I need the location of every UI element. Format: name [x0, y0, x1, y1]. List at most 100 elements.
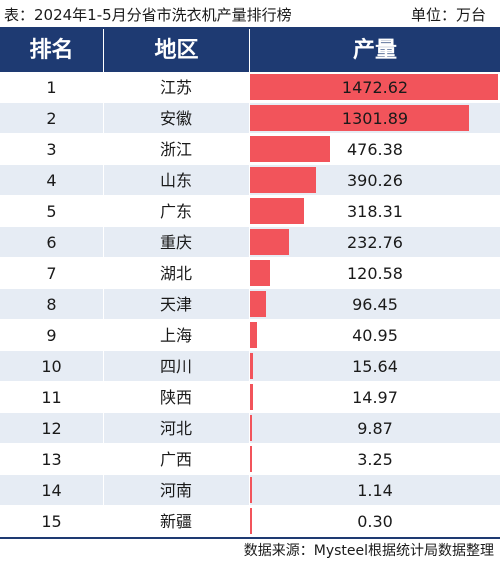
column-divider: [249, 382, 250, 413]
output-bar: [250, 291, 267, 317]
table-row: 14 河南 1.14: [0, 475, 500, 506]
output-bar: [250, 167, 316, 193]
header-divider: [103, 29, 104, 72]
rank-cell: 14: [41, 481, 62, 500]
output-value: 318.31: [347, 202, 403, 221]
output-bar: [250, 260, 271, 286]
column-divider: [103, 165, 104, 196]
table-row: 10 四川 15.64: [0, 351, 500, 382]
header-region: 地区: [154, 38, 199, 63]
table-row: 5 广东 318.31: [0, 196, 500, 227]
output-bar: [250, 198, 304, 224]
unit-label: 单位：万台: [410, 6, 486, 24]
region-cell: 四川: [159, 357, 192, 376]
column-divider: [103, 413, 104, 444]
rank-cell: 8: [46, 295, 57, 314]
output-value: 1472.62: [341, 78, 409, 97]
rank-cell: 7: [46, 264, 57, 283]
header-output: 产量: [352, 38, 397, 63]
column-divider: [249, 134, 250, 165]
region-cell: 安徽: [159, 109, 192, 128]
column-divider: [249, 258, 250, 289]
table-row: 6 重庆 232.76: [0, 227, 500, 258]
column-divider: [103, 196, 104, 227]
table-row: 3 浙江 476.38: [0, 134, 500, 165]
column-divider: [249, 227, 250, 258]
output-value: 40.95: [352, 326, 398, 345]
table-row: 9 上海 40.95: [0, 320, 500, 351]
rank-cell: 1: [46, 78, 57, 97]
table-row: 8 天津 96.45: [0, 289, 500, 320]
region-cell: 山东: [159, 171, 192, 190]
region-cell: 陕西: [159, 388, 192, 407]
bottom-rule: [0, 537, 500, 539]
rank-cell: 10: [41, 357, 62, 376]
table-row: 15 新疆 0.30: [0, 506, 500, 537]
output-value: 232.76: [347, 233, 403, 252]
region-cell: 浙江: [159, 140, 192, 159]
column-divider: [249, 196, 250, 227]
column-divider: [103, 506, 104, 537]
column-divider: [103, 289, 104, 320]
rank-cell: 6: [46, 233, 57, 252]
output-bar: [250, 136, 331, 162]
column-divider: [103, 382, 104, 413]
rank-cell: 15: [41, 512, 62, 531]
output-bar: [250, 477, 252, 503]
rank-cell: 9: [46, 326, 57, 345]
table-title: 表：2024年1-5月分省市洗衣机产量排行榜: [4, 6, 292, 24]
output-value: 1301.89: [341, 109, 409, 128]
output-value: 1.14: [357, 481, 393, 500]
column-divider: [249, 289, 250, 320]
rank-cell: 11: [41, 388, 62, 407]
top-rule: [0, 27, 500, 29]
column-divider: [249, 103, 250, 134]
caption-bar: 表：2024年1-5月分省市洗衣机产量排行榜 单位：万台: [0, 0, 500, 28]
table-row: 1 江苏 1472.62: [0, 72, 500, 103]
column-divider: [103, 475, 104, 506]
rank-cell: 3: [46, 140, 57, 159]
output-bar: [250, 105, 470, 131]
region-cell: 天津: [159, 295, 192, 314]
output-value: 120.58: [347, 264, 403, 283]
table-row: 12 河北 9.87: [0, 413, 500, 444]
table-row: 11 陕西 14.97: [0, 382, 500, 413]
column-divider: [249, 72, 250, 103]
column-divider: [103, 320, 104, 351]
column-divider: [249, 444, 250, 475]
region-cell: 河北: [159, 419, 192, 438]
column-divider: [103, 134, 104, 165]
region-cell: 上海: [159, 326, 192, 345]
header-rank: 排名: [29, 38, 74, 63]
column-divider: [103, 351, 104, 382]
output-bar: [250, 446, 252, 472]
output-value: 96.45: [352, 295, 398, 314]
region-cell: 湖北: [159, 264, 192, 283]
rank-cell: 13: [41, 450, 62, 469]
table-row: 4 山东 390.26: [0, 165, 500, 196]
table-row: 7 湖北 120.58: [0, 258, 500, 289]
source-note: 数据来源：Mysteel根据统计局数据整理: [243, 543, 494, 559]
column-divider: [249, 475, 250, 506]
column-divider: [103, 444, 104, 475]
output-value: 476.38: [347, 140, 403, 159]
table-row: 13 广西 3.25: [0, 444, 500, 475]
region-cell: 新疆: [159, 512, 192, 531]
column-divider: [103, 258, 104, 289]
table-row: 2 安徽 1301.89: [0, 103, 500, 134]
region-cell: 广西: [159, 450, 192, 469]
output-bar: [250, 508, 252, 534]
output-bar: [250, 415, 252, 441]
output-bar: [250, 353, 253, 379]
output-bar: [250, 384, 253, 410]
rank-cell: 2: [46, 109, 57, 128]
column-divider: [103, 72, 104, 103]
column-divider: [103, 103, 104, 134]
output-bar: [250, 74, 498, 100]
column-divider: [249, 320, 250, 351]
rank-cell: 5: [46, 202, 57, 221]
output-value: 390.26: [347, 171, 403, 190]
rank-cell: 12: [41, 419, 62, 438]
column-divider: [249, 165, 250, 196]
output-bar: [250, 322, 257, 348]
